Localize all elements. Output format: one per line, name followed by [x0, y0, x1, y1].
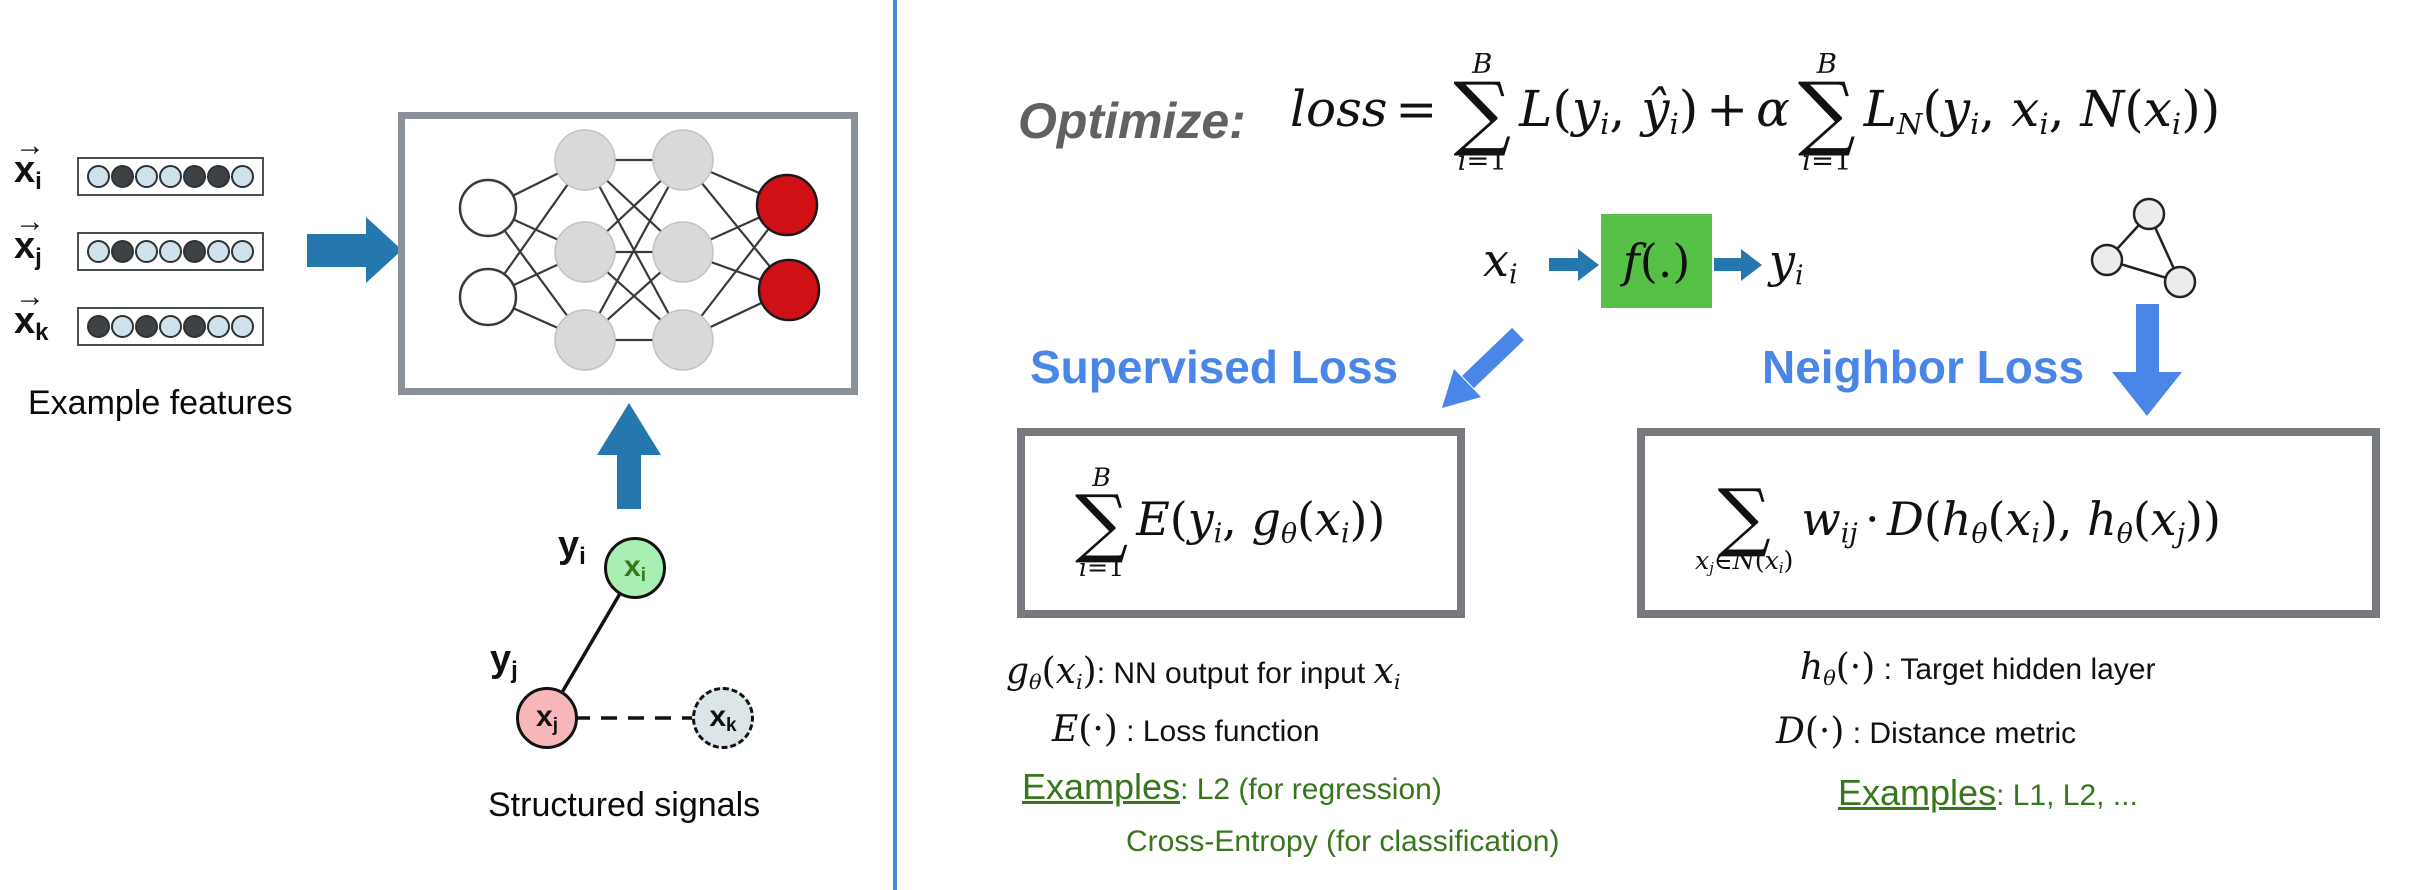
neighbor-loss-box: ∑ xj∈N(xi) wij · D(hθ(xi), hθ(xj)) [1637, 428, 2380, 618]
feature-dot-light [135, 240, 158, 263]
supervised-loss-heading: Supervised Loss [1030, 341, 1399, 393]
feature-label-xj: → xj [14, 205, 45, 271]
feature-dot-light [159, 315, 182, 338]
feature-dot-dark [111, 240, 134, 263]
feature-dot-light [111, 315, 134, 338]
feature-dot-dark [111, 165, 134, 188]
graph-node-xj: xj [516, 687, 578, 749]
graph-node-xk: xk [692, 687, 754, 749]
feature-dot-dark [183, 315, 206, 338]
annotation-h-theta: hθ(·) : Target hidden layer [1800, 647, 2156, 690]
annotation-distance-metric: D(·) : Distance metric [1776, 711, 2077, 752]
feature-dot-dark [183, 240, 206, 263]
diagonal-arrow-icon [1442, 327, 1524, 408]
examples-distance: Examples: L1, L2, ... [1838, 772, 2138, 813]
loss-formula: loss = B ∑ i=1 L(yi, ŷi) + α B ∑ i=1 LN(yi, xi, N(x… [1290, 48, 2221, 178]
graph-node-xi: xi [604, 537, 666, 599]
feature-dot-light [159, 165, 182, 188]
feature-dot-light [231, 240, 254, 263]
feature-dot-dark [183, 165, 206, 188]
feature-label-xi: → xi [14, 129, 45, 195]
graph-triangle-icon [2090, 197, 2197, 299]
supervised-loss-box: B ∑ i=1 E(yi, gθ(xi)) [1017, 428, 1465, 618]
nn-hidden-nodes [554, 129, 714, 371]
vector-arrow-icon: → [15, 129, 45, 162]
vector-arrow-icon: → [15, 205, 45, 238]
optimize-label: Optimize: [1018, 93, 1246, 149]
feature-vector-xi [77, 157, 264, 196]
feature-dot-light [231, 315, 254, 338]
label-yi: yi [558, 524, 586, 570]
feature-dot-light [207, 315, 230, 338]
fn-box: f(.) [1601, 214, 1712, 308]
example-features-caption: Example features [28, 384, 293, 422]
label-yj: yj [490, 638, 518, 684]
neighbor-loss-heading: Neighbor Loss [1762, 341, 2085, 393]
nn-output-nodes [755, 173, 821, 322]
feature-dot-light [135, 165, 158, 188]
fn-input-label: xi [1483, 233, 1518, 291]
feature-vector-xk [77, 307, 264, 346]
neural-network-diagram [458, 129, 821, 371]
feature-vector-xj [77, 232, 264, 271]
annotation-loss-function: E(·) : Loss function [1052, 709, 1320, 750]
feature-dot-light [231, 165, 254, 188]
nn-edges [487, 158, 790, 342]
feature-dot-light [207, 240, 230, 263]
feature-dot-dark [207, 165, 230, 188]
nn-input-nodes [458, 178, 518, 327]
neural-network-box [398, 112, 858, 395]
vector-arrow-icon: → [15, 280, 45, 313]
feature-dot-light [87, 240, 110, 263]
feature-dot-light [159, 240, 182, 263]
fn-output-label: yi [1769, 234, 1804, 292]
feature-label-xk: → xk [14, 280, 49, 346]
vertical-divider [893, 0, 897, 890]
annotation-g-theta: gθ(xi): NN output for input xi [1006, 651, 1401, 694]
feature-dot-light [87, 165, 110, 188]
feature-dot-dark [87, 315, 110, 338]
examples-regression: Examples: L2 (for regression) [1022, 766, 1442, 807]
structured-signals-caption: Structured signals [488, 786, 761, 824]
examples-classification: Cross-Entropy (for classification) [1126, 825, 1560, 858]
feature-dot-dark [135, 315, 158, 338]
